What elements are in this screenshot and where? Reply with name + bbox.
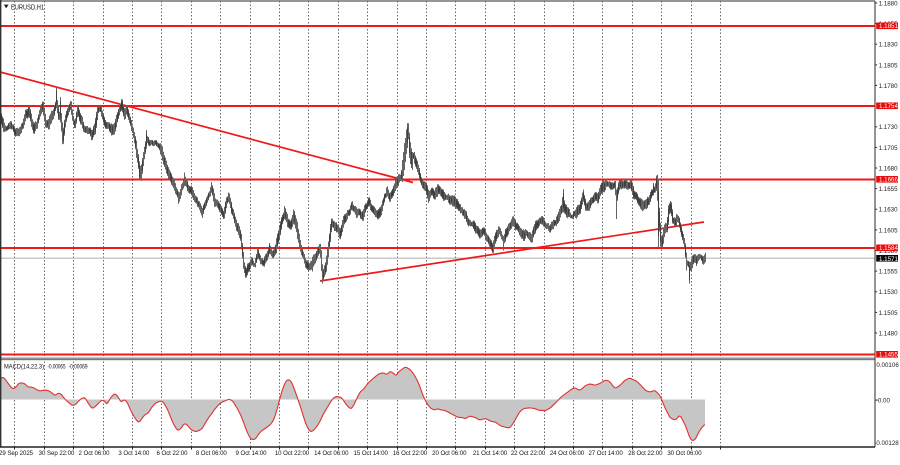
svg-text:1.1530: 1.1530 [879, 289, 898, 296]
svg-text:9 Oct 14:00: 9 Oct 14:00 [236, 450, 268, 457]
svg-text:30 Sep 22:00: 30 Sep 22:00 [39, 450, 75, 457]
svg-text:0.00106: 0.00106 [876, 362, 899, 369]
svg-text:1.1851: 1.1851 [879, 23, 898, 30]
svg-text:30 Oct 06:00: 30 Oct 06:00 [667, 450, 702, 457]
svg-text:14 Oct 06:00: 14 Oct 06:00 [314, 450, 349, 457]
svg-text:28 Oct 22:00: 28 Oct 22:00 [628, 450, 663, 457]
svg-text:16 Oct 22:00: 16 Oct 22:00 [393, 450, 428, 457]
svg-text:20 Oct 06:00: 20 Oct 06:00 [432, 450, 467, 457]
svg-text:1.1455: 1.1455 [879, 352, 898, 359]
svg-text:1.1580: 1.1580 [879, 248, 898, 255]
svg-text:1.1754: 1.1754 [879, 103, 898, 110]
svg-text:1.1680: 1.1680 [879, 165, 898, 172]
svg-text:22 Oct 22:00: 22 Oct 22:00 [511, 450, 546, 457]
svg-text:3 Oct 14:00: 3 Oct 14:00 [118, 450, 150, 457]
svg-text:21 Oct 14:00: 21 Oct 14:00 [473, 450, 508, 457]
svg-text:EURUSD,H1: EURUSD,H1 [11, 4, 44, 11]
svg-text:-0.00069: -0.00069 [69, 363, 88, 370]
svg-text:6 Oct 22:00: 6 Oct 22:00 [157, 450, 189, 457]
svg-text:1.1505: 1.1505 [879, 310, 898, 317]
svg-text:27 Oct 14:00: 27 Oct 14:00 [588, 450, 623, 457]
svg-text:1.1655: 1.1655 [879, 186, 898, 193]
svg-text:1.1630: 1.1630 [879, 207, 898, 214]
svg-text:-0.00065: -0.00065 [48, 363, 66, 370]
svg-text:15 Oct 14:00: 15 Oct 14:00 [354, 450, 389, 457]
svg-text:1.1571: 1.1571 [879, 256, 898, 263]
svg-text:0.00: 0.00 [878, 398, 891, 405]
svg-text:10 Oct 22:00: 10 Oct 22:00 [275, 450, 310, 457]
svg-text:1.1666: 1.1666 [879, 177, 898, 184]
svg-text:1.1730: 1.1730 [879, 124, 898, 131]
svg-text:1.1780: 1.1780 [879, 83, 898, 90]
svg-text:24 Oct 06:00: 24 Oct 06:00 [550, 450, 585, 457]
svg-text:1.1584: 1.1584 [879, 245, 898, 252]
svg-text:1.1830: 1.1830 [879, 42, 898, 49]
svg-text:1.1555: 1.1555 [879, 269, 898, 276]
svg-text:1.1705: 1.1705 [879, 145, 898, 152]
svg-text:-0.00128: -0.00128 [874, 440, 899, 447]
svg-text:2 Oct 06:00: 2 Oct 06:00 [79, 450, 111, 457]
svg-text:MACD(14,22,3): MACD(14,22,3) [4, 363, 44, 370]
svg-text:1.1480: 1.1480 [879, 330, 898, 337]
svg-text:29 Sep 2025: 29 Sep 2025 [0, 450, 34, 457]
svg-text:1.1880: 1.1880 [879, 0, 898, 7]
svg-text:1.1805: 1.1805 [879, 62, 898, 69]
svg-text:8 Oct 06:00: 8 Oct 06:00 [196, 450, 228, 457]
svg-text:1.1605: 1.1605 [879, 227, 898, 234]
